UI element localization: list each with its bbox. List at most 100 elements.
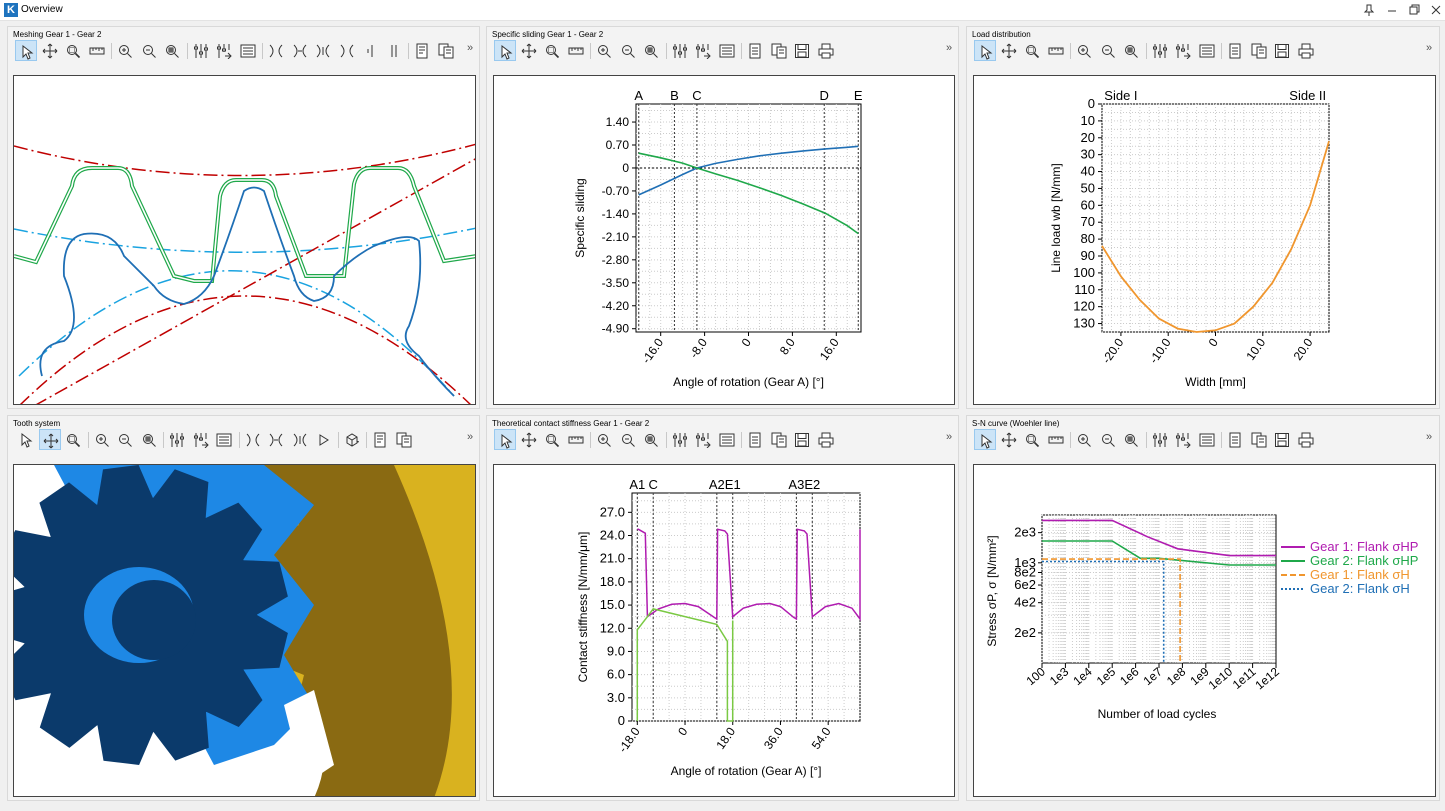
zoom-out-button[interactable] [617,40,639,61]
list-button[interactable] [1196,429,1218,450]
list-button[interactable] [213,429,235,450]
measure-button[interactable] [1045,429,1067,450]
zoom-fit-button[interactable] [161,40,183,61]
export-button[interactable] [744,429,766,450]
zoom-fit-button[interactable] [1120,429,1142,450]
copy-button[interactable] [768,40,790,61]
chart-contact-stiffness[interactable]: A1 C A2 E1 A3 E2 0 3.0 6.0 9.0 12.0 15.0 18.0 21.0 24.… [493,464,955,797]
settings-apply-button[interactable] [213,40,235,61]
pointer-button[interactable] [494,429,516,450]
export-button[interactable] [744,40,766,61]
pan-button[interactable] [38,429,61,450]
export-button[interactable] [1224,40,1246,61]
toolbar-overflow-button[interactable]: » [467,42,474,54]
zoom-in-button[interactable] [593,429,615,450]
zoom-out-button[interactable] [1097,40,1119,61]
settings-apply-button[interactable] [190,429,212,450]
zoom-window-button[interactable] [1021,429,1043,450]
chart-load-distribution[interactable]: Side I Side II 0 10 20 30 40 50 60 70 80 90 100 110 12… [973,75,1436,405]
save-button[interactable] [1271,40,1293,61]
chart-specific-sliding[interactable]: A B C D E 1.40 0.70 0 -0.70 -1.40 -2.10 -2.80 -3.50 -… [493,75,955,405]
zoom-window-button[interactable] [62,40,84,61]
copy-button[interactable] [393,429,415,450]
measure-button[interactable] [565,429,587,450]
bar-left-button[interactable] [359,40,381,61]
play-button[interactable] [312,429,334,450]
measure-button[interactable] [86,40,108,61]
mesh-both-button[interactable] [289,429,311,450]
mesh-reset-button[interactable] [336,40,358,61]
print-button[interactable] [815,429,837,450]
settings-button[interactable] [669,429,691,450]
settings-apply-button[interactable] [1172,40,1194,61]
pointer-button[interactable] [15,429,37,450]
copy-button[interactable] [768,429,790,450]
settings-button[interactable] [1149,40,1171,61]
pan-button[interactable] [998,40,1020,61]
zoom-fit-button[interactable] [640,429,662,450]
pin-button[interactable] [1358,1,1380,19]
settings-button[interactable] [669,40,691,61]
zoom-fit-button[interactable] [138,429,160,450]
save-button[interactable] [791,429,813,450]
list-button[interactable] [716,429,738,450]
copy-button[interactable] [1248,40,1270,61]
zoom-window-button[interactable] [1021,40,1043,61]
copy-button[interactable] [1248,429,1270,450]
pan-button[interactable] [998,429,1020,450]
settings-apply-button[interactable] [692,40,714,61]
toolbar-overflow-button[interactable]: » [946,431,953,443]
zoom-in-button[interactable] [91,429,113,450]
3d-view[interactable] [13,464,476,797]
zoom-out-button[interactable] [114,429,136,450]
report-button[interactable] [411,40,433,61]
toolbar-overflow-button[interactable]: » [467,431,474,443]
save-button[interactable] [791,40,813,61]
zoom-in-button[interactable] [114,40,136,61]
zoom-in-button[interactable] [1073,40,1095,61]
zoom-fit-button[interactable] [1120,40,1142,61]
minimize-button[interactable] [1381,1,1403,19]
report-button[interactable] [369,429,391,450]
zoom-out-button[interactable] [617,429,639,450]
pointer-button[interactable] [15,40,37,61]
chart-sn-curve[interactable]: 2e3 1e3 8e2 6e2 4e2 2e2 100 1e3 1e4 1e5 1e6 1e7 1e8 1… [973,464,1436,797]
list-button[interactable] [1196,40,1218,61]
copy-button[interactable] [435,40,457,61]
bar-right-button[interactable] [383,40,405,61]
settings-apply-button[interactable] [1172,429,1194,450]
pan-button[interactable] [518,429,540,450]
settings-button[interactable] [190,40,212,61]
mesh-gear1-button[interactable] [265,40,287,61]
print-button[interactable] [1295,429,1317,450]
toolbar-overflow-button[interactable]: » [946,42,953,54]
settings-button[interactable] [1149,429,1171,450]
list-button[interactable] [237,40,259,61]
save-button[interactable] [1271,429,1293,450]
close-button[interactable] [1425,1,1445,19]
restore-button[interactable] [1403,1,1425,19]
print-button[interactable] [1295,40,1317,61]
settings-button[interactable] [166,429,188,450]
measure-button[interactable] [1045,40,1067,61]
zoom-window-button[interactable] [541,429,563,450]
pointer-button[interactable] [494,40,516,61]
pointer-button[interactable] [974,40,996,61]
zoom-in-button[interactable] [593,40,615,61]
meshing-view[interactable] [13,75,476,405]
mesh-gear1-button[interactable] [242,429,264,450]
print-button[interactable] [815,40,837,61]
export-button[interactable] [1224,429,1246,450]
toolbar-overflow-button[interactable]: » [1426,431,1433,443]
zoom-out-button[interactable] [1097,429,1119,450]
measure-button[interactable] [565,40,587,61]
pointer-button[interactable] [974,429,996,450]
view-cube-button[interactable] [341,429,363,450]
zoom-out-button[interactable] [138,40,160,61]
mesh-gear2-button[interactable] [265,429,287,450]
zoom-in-button[interactable] [1073,429,1095,450]
pan-button[interactable] [39,40,61,61]
toolbar-overflow-button[interactable]: » [1426,42,1433,54]
list-button[interactable] [716,40,738,61]
zoom-fit-button[interactable] [640,40,662,61]
